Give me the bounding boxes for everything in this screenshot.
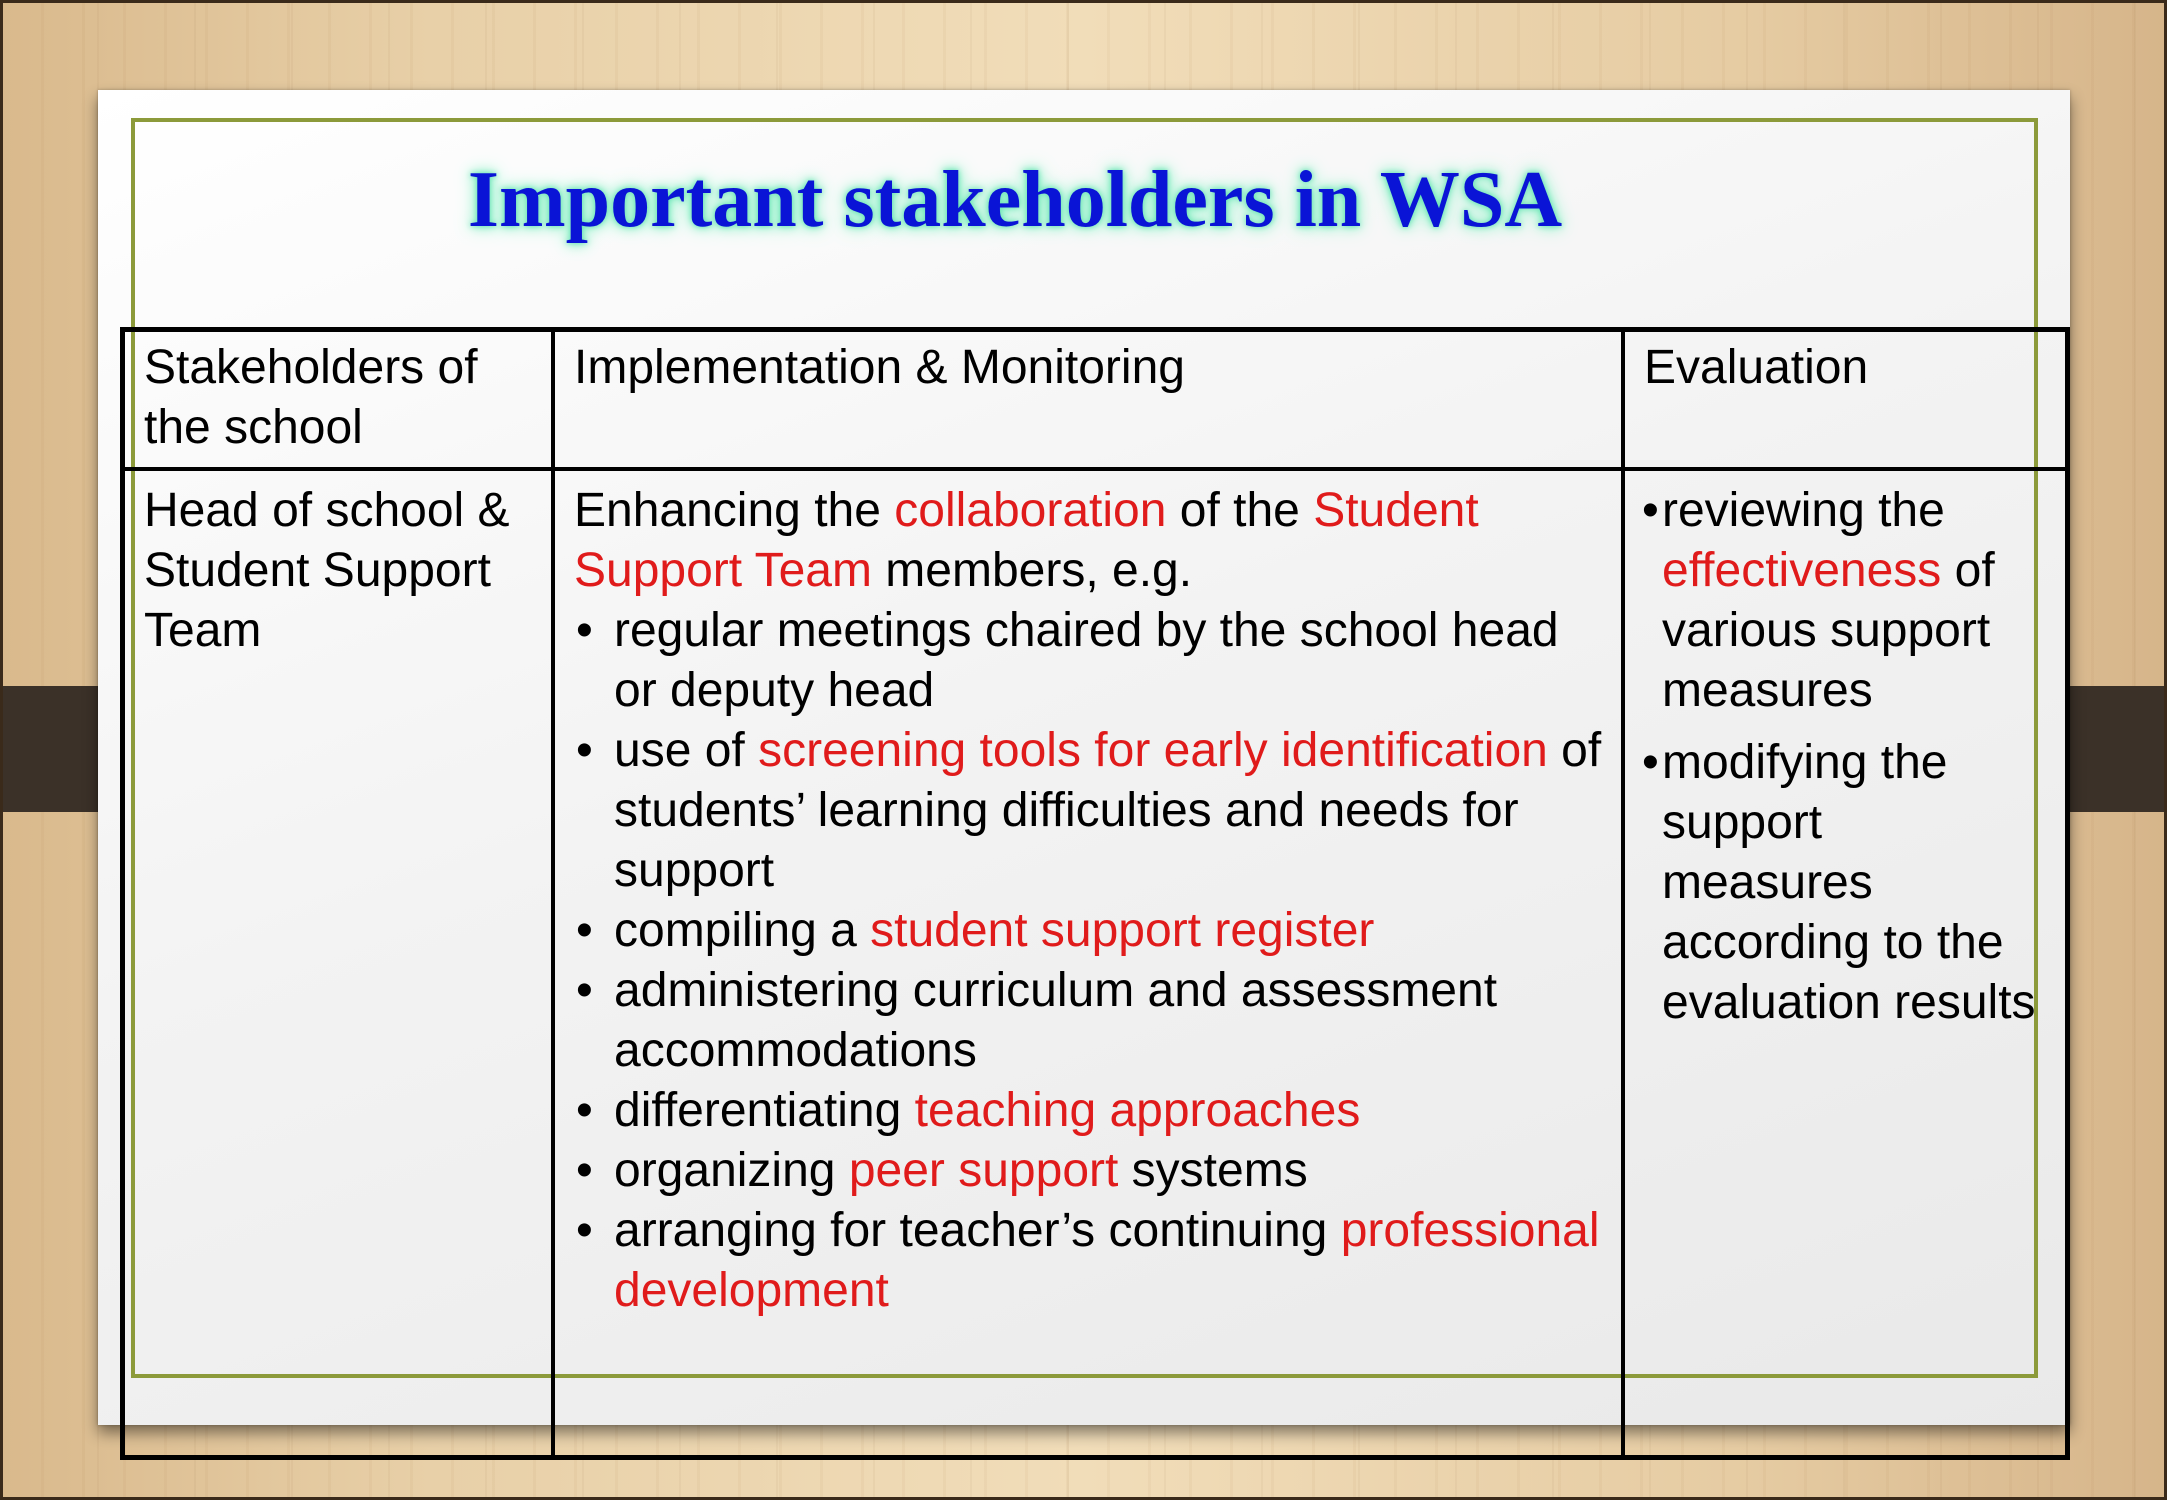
table-header-divider <box>120 467 2070 471</box>
intro-text: of the <box>1166 484 1314 537</box>
list-item: use of screening tools for early identif… <box>574 721 1604 901</box>
stakeholder-table <box>120 327 2070 1460</box>
list-item: modifying the support measures according… <box>1642 733 2042 1033</box>
list-item: differentiating teaching approaches <box>574 1081 1604 1141</box>
header-implementation: Implementation & Monitoring <box>574 341 1185 394</box>
table-divider-2 <box>1621 327 1625 1460</box>
table-divider-1 <box>551 327 555 1460</box>
implementation-list: regular meetings chaired by the school h… <box>574 601 1604 1321</box>
intro-highlight-team: Student Support Team <box>574 484 1479 597</box>
evaluation-cell: reviewing the effectiveness of various s… <box>1642 481 2042 1045</box>
list-item: regular meetings chaired by the school h… <box>574 601 1604 721</box>
list-item: administering curriculum and assessment … <box>574 961 1604 1081</box>
implementation-intro: Enhancing the collaboration of the Stude… <box>574 481 1604 601</box>
header-evaluation: Evaluation <box>1644 341 1869 394</box>
intro-text: Enhancing the <box>574 484 895 537</box>
slide-title: Important stakeholders in WSA <box>467 156 1563 244</box>
evaluation-list: reviewing the effectiveness of various s… <box>1642 481 2042 1033</box>
intro-text: members, e.g. <box>871 544 1193 597</box>
list-item: organizing peer support systems <box>574 1141 1604 1201</box>
list-item: arranging for teacher’s continuing profe… <box>574 1201 1604 1321</box>
list-item: compiling a student support register <box>574 901 1604 961</box>
stakeholder-cell: Head of school & Student Support Team <box>144 484 510 657</box>
intro-highlight-collaboration: collaboration <box>894 484 1167 537</box>
list-item: reviewing the effectiveness of various s… <box>1642 481 2042 721</box>
header-stakeholders: Stakeholders of the school <box>144 341 478 454</box>
implementation-cell: Enhancing the collaboration of the Stude… <box>574 481 1604 1321</box>
